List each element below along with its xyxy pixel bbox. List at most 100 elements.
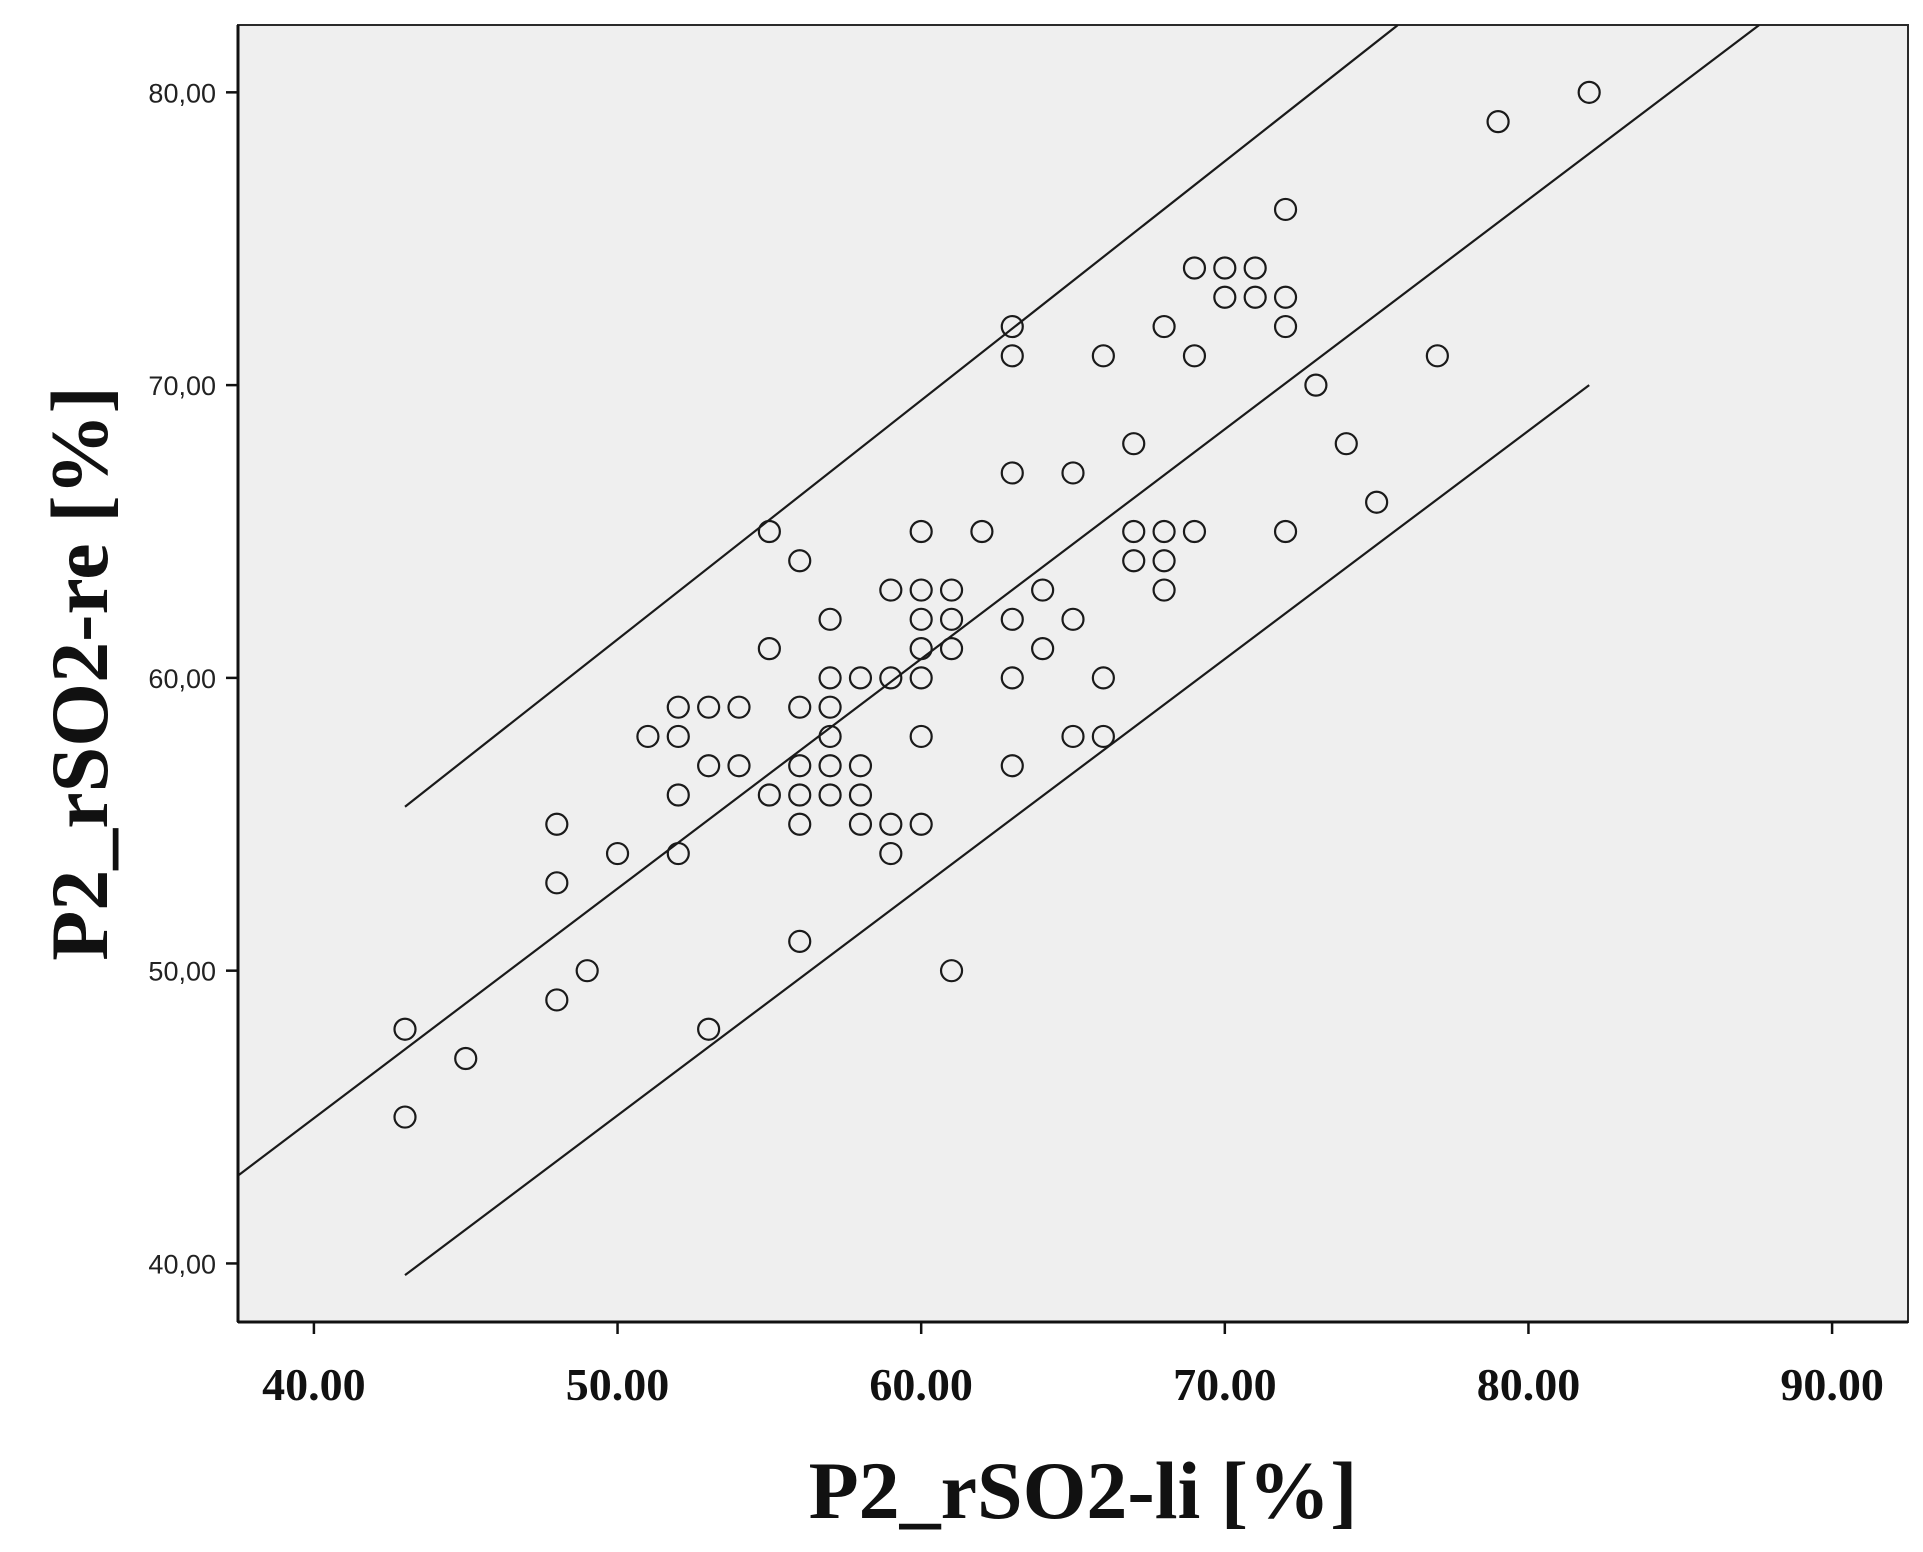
data-point [1425, 344, 1449, 368]
data-point [1122, 432, 1146, 456]
data-point [879, 841, 903, 866]
data-point [1334, 432, 1358, 456]
data-point [393, 1017, 417, 1041]
data-point [848, 666, 873, 690]
line-lower [404, 384, 1590, 1277]
data-point [1061, 724, 1085, 749]
data-point [909, 519, 933, 544]
x-tick-label: 90.00 [1780, 1359, 1884, 1410]
data-point [818, 666, 842, 690]
data-point [788, 754, 812, 778]
data-point [939, 607, 964, 631]
data-point [697, 754, 721, 778]
data-point [939, 959, 964, 983]
data-point [1031, 578, 1055, 602]
data-point [848, 783, 873, 807]
data-point [1000, 344, 1024, 368]
reference-lines [238, 25, 1760, 1277]
data-point [697, 1017, 721, 1041]
data-point [970, 519, 994, 544]
data-point [1182, 344, 1207, 368]
x-tick-label: 80.00 [1477, 1359, 1581, 1410]
data-point [909, 637, 933, 661]
data-point [575, 959, 599, 983]
data-point [1000, 607, 1024, 631]
data-point [1091, 724, 1115, 749]
x-tick-label: 60.00 [869, 1359, 973, 1410]
data-point [1486, 110, 1510, 134]
y-ticks: 40,00 50,00 60,00 70,00 80,00 [148, 78, 238, 1279]
data-point [1122, 519, 1146, 544]
data-point [727, 754, 751, 778]
data-point [909, 607, 933, 631]
y-tick-label: 80,00 [148, 78, 216, 108]
data-point [788, 929, 812, 953]
data-point [454, 1046, 478, 1071]
data-point [1182, 256, 1207, 280]
data-point [1000, 666, 1024, 690]
y-tick-label: 60,00 [148, 664, 216, 694]
data-point [1213, 285, 1237, 309]
x-axis-title: P2_rSO2-li [%] [809, 1445, 1358, 1536]
data-point [1091, 666, 1115, 690]
data-point [636, 724, 660, 749]
data-point [818, 607, 842, 631]
data-point [545, 812, 569, 836]
data-point [666, 841, 690, 866]
data-point [1000, 754, 1024, 778]
data-points [393, 80, 1601, 1129]
x-ticks: 40.00 50.00 60.00 70.00 80.00 90.00 [262, 1322, 1884, 1410]
data-point [1061, 461, 1085, 485]
data-point [909, 578, 933, 602]
data-point [1152, 549, 1176, 573]
data-point [1273, 314, 1298, 339]
x-tick-label: 50.00 [566, 1359, 670, 1410]
data-point [848, 812, 873, 836]
data-point [605, 841, 630, 866]
data-point [909, 724, 933, 749]
y-axis-title: P2_rSO2-re [%] [34, 386, 125, 961]
data-point [697, 695, 721, 719]
data-point [1000, 461, 1024, 485]
data-point [909, 666, 933, 690]
y-tick-label: 70,00 [148, 371, 216, 401]
x-tick-label: 70.00 [1173, 1359, 1277, 1410]
data-point [1182, 519, 1207, 544]
data-point [879, 666, 903, 690]
data-point [757, 783, 781, 807]
line-fit [238, 25, 1760, 1177]
data-point [1091, 344, 1115, 368]
data-point [1031, 637, 1055, 661]
x-tick-label: 40.00 [262, 1359, 366, 1410]
data-point [545, 988, 569, 1012]
data-point [1152, 314, 1176, 339]
data-point [879, 578, 903, 602]
data-point [757, 519, 781, 544]
data-point [788, 783, 812, 807]
data-point [1577, 80, 1601, 104]
data-point [818, 695, 842, 719]
data-point [1000, 314, 1024, 339]
data-point [1304, 373, 1328, 397]
data-point [393, 1105, 417, 1129]
line-upper [404, 25, 1399, 808]
data-point [545, 871, 569, 895]
data-point [1365, 490, 1389, 514]
data-point [1152, 578, 1176, 602]
data-point [1243, 285, 1267, 309]
plot-area [237, 24, 1909, 1323]
data-point [1243, 256, 1267, 280]
data-point [818, 754, 842, 778]
data-point [818, 724, 842, 749]
data-point [939, 578, 964, 602]
y-tick-label: 50,00 [148, 957, 216, 987]
data-point [1061, 607, 1085, 631]
data-point [1273, 285, 1298, 309]
data-point [666, 695, 690, 719]
data-point [818, 783, 842, 807]
data-point [1152, 519, 1176, 544]
data-point [848, 754, 873, 778]
data-point [666, 724, 690, 749]
